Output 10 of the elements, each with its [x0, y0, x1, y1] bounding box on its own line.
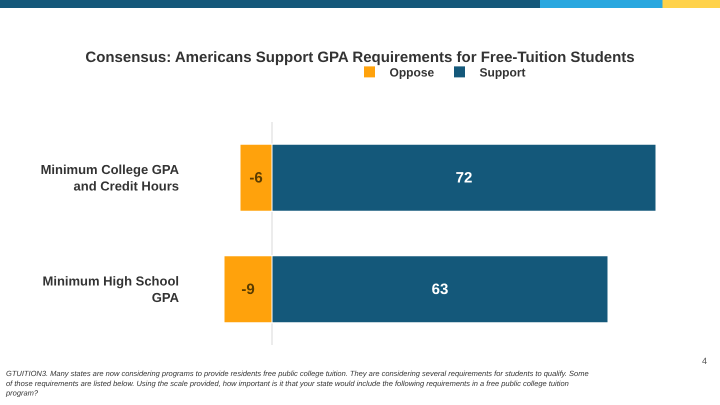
text: 4	[702, 356, 708, 366]
legend-label: Support	[480, 66, 526, 80]
y-tick-label: Minimum College GPA and Credit Hours	[40, 162, 180, 194]
data-label: -9	[241, 280, 255, 298]
chart-title: Consensus: Americans Support GPA Requirements for Free-Tuition Students	[85, 48, 635, 66]
legend-label: Oppose	[390, 66, 434, 80]
data-label: 63	[432, 280, 448, 298]
data-label: -6	[249, 169, 263, 186]
data-label: 72	[456, 169, 472, 186]
y-tick-label: Minimum High School GPA	[42, 273, 180, 306]
